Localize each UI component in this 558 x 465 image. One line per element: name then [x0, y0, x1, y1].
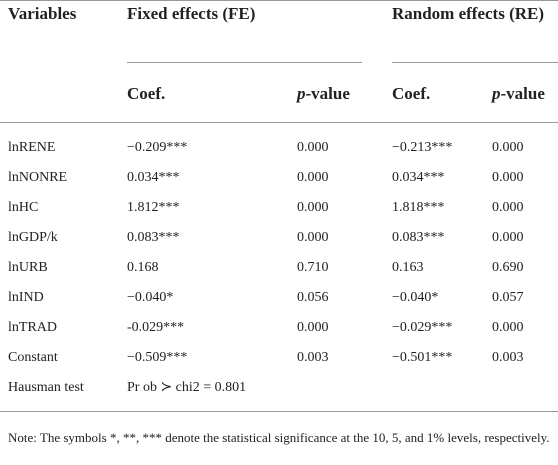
fe-coef: 0.168 [127, 260, 159, 275]
variable-name: lnRENE [8, 140, 56, 155]
re-pvalue: 0.003 [492, 350, 524, 365]
variable-name: lnGDP/k [8, 230, 58, 245]
header-fe: Fixed effects (FE) [127, 4, 256, 23]
fe-pvalue: 0.710 [297, 260, 329, 275]
subheader-coef: Coef. [127, 84, 166, 103]
subheader-pvalue: p-value [297, 84, 350, 103]
re-coef: −0.029*** [392, 320, 453, 335]
subheader-coef: Coef. [392, 84, 431, 103]
variable-name: Hausman test [8, 380, 84, 395]
fe-coef: 0.034*** [127, 170, 180, 185]
fe-coef: 0.083*** [127, 230, 180, 245]
fe-coef: −0.209*** [127, 140, 188, 155]
variable-name: Constant [8, 350, 58, 365]
fe-pvalue: 0.000 [297, 170, 329, 185]
variable-name: lnHC [8, 200, 39, 215]
fe-pvalue: 0.000 [297, 140, 329, 155]
fe-coef: −0.509*** [127, 350, 188, 365]
fe-coef: 1.812*** [127, 200, 180, 215]
variable-name: lnURB [8, 260, 48, 275]
header-rule [0, 122, 558, 123]
variable-name: lnTRAD [8, 320, 57, 335]
re-coef: 1.818*** [392, 200, 445, 215]
re-coef: 0.163 [392, 260, 424, 275]
fe-pvalue: 0.000 [297, 200, 329, 215]
re-pvalue: 0.690 [492, 260, 524, 275]
re-coef: 0.034*** [392, 170, 445, 185]
re-pvalue: 0.000 [492, 230, 524, 245]
subheader-pvalue: p-value [492, 84, 545, 103]
bottom-rule [0, 411, 558, 412]
re-pvalue: 0.000 [492, 320, 524, 335]
re-pvalue: 0.000 [492, 200, 524, 215]
fe-pvalue: 0.000 [297, 230, 329, 245]
re-pvalue: 0.000 [492, 170, 524, 185]
re-coef: −0.213*** [392, 140, 453, 155]
fe-coef: −0.040* [127, 290, 174, 305]
re-coef: −0.501*** [392, 350, 453, 365]
fe-pvalue: 0.056 [297, 290, 329, 305]
fe-pvalue: 0.003 [297, 350, 329, 365]
re-pvalue: 0.057 [492, 290, 524, 305]
re-coef: −0.040* [392, 290, 439, 305]
fe-coef: Pr ob ≻ chi2 = 0.801 [127, 380, 247, 395]
re-pvalue: 0.000 [492, 140, 524, 155]
re-rule [392, 62, 558, 63]
fe-pvalue: 0.000 [297, 320, 329, 335]
variable-name: lnNONRE [8, 170, 68, 185]
table-note: Note: The symbols *, **, *** denote the … [8, 430, 550, 445]
top-rule [0, 0, 558, 1]
fe-rule [127, 62, 362, 63]
variable-name: lnIND [8, 290, 44, 305]
re-coef: 0.083*** [392, 230, 445, 245]
header-variables: Variables [8, 4, 77, 23]
header-re: Random effects (RE) [392, 4, 545, 23]
fe-coef: -0.029*** [127, 320, 185, 335]
